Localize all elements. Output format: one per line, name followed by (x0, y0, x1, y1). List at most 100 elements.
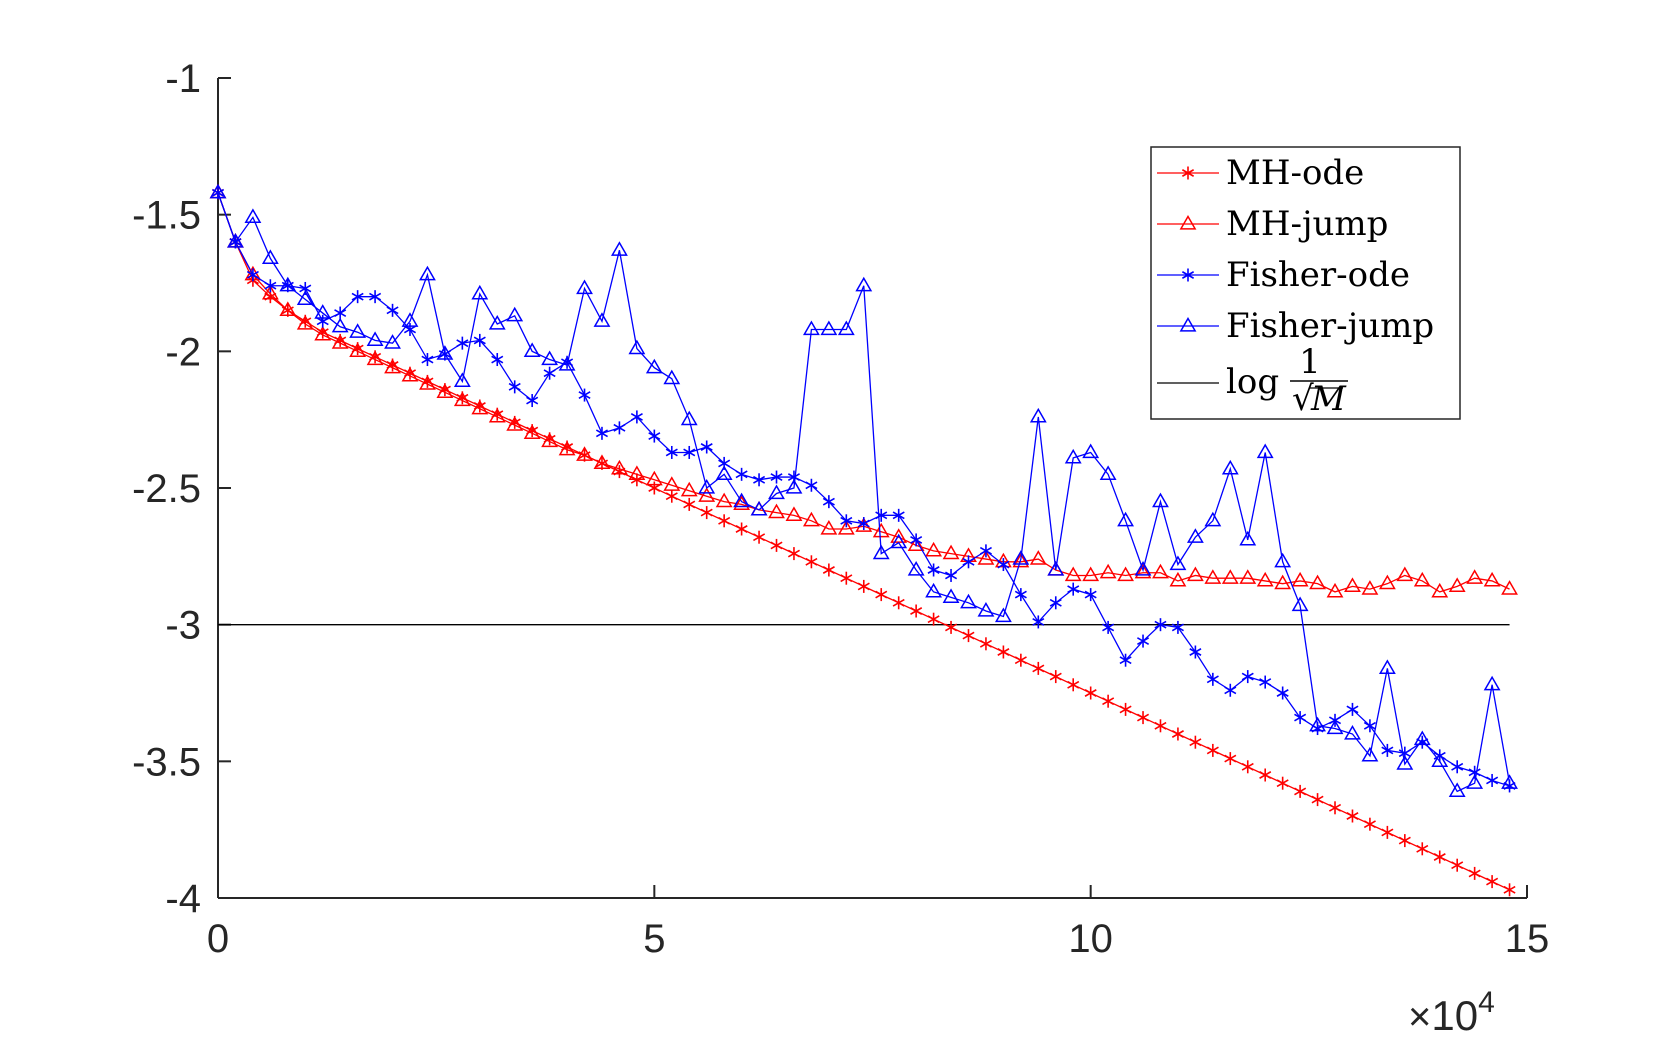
legend-marker (1181, 166, 1195, 180)
data-point-fisher-ode (857, 517, 870, 531)
data-point-mh-jump (523, 424, 541, 439)
data-point-fisher-ode (264, 279, 277, 293)
data-point-mh-ode (1067, 678, 1080, 692)
data-point-fisher-ode (700, 440, 713, 454)
data-point-fisher-ode (997, 558, 1010, 572)
data-point-mh-jump (453, 391, 471, 407)
data-point-fisher-jump (750, 500, 768, 516)
data-point-fisher-jump (960, 593, 977, 609)
legend-box (1150, 146, 1461, 420)
data-point-mh-ode (840, 571, 853, 585)
data-point-mh-jump (1204, 569, 1222, 584)
data-point-mh-ode (962, 629, 975, 643)
data-point-mh-ode (718, 514, 731, 528)
legend-label: MH-jump (1226, 204, 1388, 244)
data-point-mh-jump (942, 544, 960, 560)
data-point-mh-ode (1468, 866, 1481, 880)
data-point-fisher-ode (735, 467, 748, 481)
data-point-fisher-jump (698, 478, 716, 494)
data-point-fisher-jump (1012, 550, 1030, 565)
data-point-fisher-ode (840, 514, 853, 528)
y-tick-label: -1.5 (132, 194, 201, 238)
data-point-fisher-jump (1152, 492, 1169, 508)
data-point-fisher-ode (1084, 588, 1097, 602)
data-point-fisher-jump (837, 320, 855, 336)
data-point-mh-ode (1398, 834, 1411, 848)
data-point-mh-jump (785, 506, 803, 521)
data-point-fisher-jump (663, 369, 681, 385)
data-point-mh-jump (680, 481, 698, 497)
data-point-mh-jump (1152, 563, 1169, 579)
data-point-fisher-ode (770, 470, 783, 484)
data-point-fisher-jump (680, 410, 698, 426)
data-point-mh-ode (787, 547, 800, 561)
data-point-mh-jump (506, 416, 524, 431)
legend-label: Fisher-ode (1226, 255, 1410, 295)
data-point-mh-ode (910, 604, 923, 618)
data-point-mh-ode (735, 522, 748, 536)
data-point-mh-jump (1186, 566, 1204, 582)
data-point-mh-ode (1433, 850, 1446, 864)
data-point-fisher-jump (994, 607, 1012, 623)
data-point-fisher-jump (1361, 746, 1379, 762)
series-group (209, 183, 1518, 897)
data-point-fisher-jump (576, 279, 593, 295)
y-tick-label: -1 (165, 57, 201, 101)
data-point-fisher-ode (875, 508, 888, 522)
data-point-mh-ode (805, 555, 818, 569)
data-point-fisher-ode (979, 544, 992, 558)
data-point-fisher-ode (1049, 596, 1062, 610)
data-point-mh-ode (1416, 842, 1429, 856)
data-point-mh-ode (1503, 883, 1516, 897)
data-point-mh-jump (1082, 566, 1100, 582)
data-point-fisher-ode (665, 445, 678, 459)
data-point-fisher-ode (526, 394, 539, 408)
data-point-mh-jump (488, 407, 506, 423)
data-point-mh-ode (1486, 875, 1499, 889)
data-point-mh-ode (1119, 702, 1132, 716)
data-point-mh-jump (471, 399, 489, 415)
data-point-fisher-ode (1032, 615, 1045, 629)
legend-entry-fisher-jump: Fisher-jump (1157, 306, 1434, 346)
data-point-mh-ode (979, 637, 992, 651)
x-multiplier-base: 10 (1431, 992, 1478, 1039)
data-point-fisher-jump (1378, 659, 1396, 675)
data-point-mh-ode (1049, 670, 1062, 684)
legend-marker (1181, 268, 1195, 282)
data-point-mh-jump (1413, 571, 1431, 587)
data-point-mh-ode (1276, 776, 1289, 790)
data-point-mh-ode (1294, 784, 1307, 798)
data-point-fisher-jump (1274, 552, 1292, 568)
data-point-fisher-ode (578, 388, 591, 402)
legend-entry-fisher-ode: Fisher-ode (1157, 255, 1410, 295)
data-point-fisher-jump (349, 323, 367, 338)
data-point-mh-jump (1012, 552, 1030, 568)
data-point-fisher-jump (1047, 560, 1065, 576)
data-point-fisher-jump (907, 560, 925, 576)
data-point-mh-jump (768, 503, 785, 519)
data-point-mh-ode (770, 538, 783, 552)
legend-ref-radical: √ (1292, 379, 1314, 419)
data-point-mh-jump (925, 541, 943, 557)
data-point-mh-ode (753, 530, 766, 544)
data-point-fisher-jump (1186, 528, 1204, 543)
data-point-mh-jump (1396, 566, 1414, 582)
data-point-mh-ode (1381, 825, 1394, 839)
legend-entry-ref: log 1 √ M (1157, 342, 1348, 419)
data-point-mh-jump (593, 454, 611, 470)
data-point-fisher-jump (611, 241, 628, 256)
x-tick-label: 0 (207, 917, 229, 961)
data-point-fisher-jump (1204, 511, 1222, 527)
data-point-fisher-ode (369, 290, 382, 304)
data-point-fisher-ode (648, 429, 661, 443)
data-point-fisher-jump (1082, 443, 1100, 459)
x-multiplier-times: × (1408, 995, 1431, 1039)
data-point-fisher-jump (1291, 596, 1309, 612)
data-point-mh-ode (875, 588, 888, 602)
data-point-mh-jump (1309, 574, 1326, 590)
data-point-mh-jump (366, 350, 384, 366)
data-point-mh-ode (1451, 858, 1464, 872)
data-point-fisher-ode (1224, 683, 1237, 697)
data-point-fisher-jump (227, 232, 244, 248)
